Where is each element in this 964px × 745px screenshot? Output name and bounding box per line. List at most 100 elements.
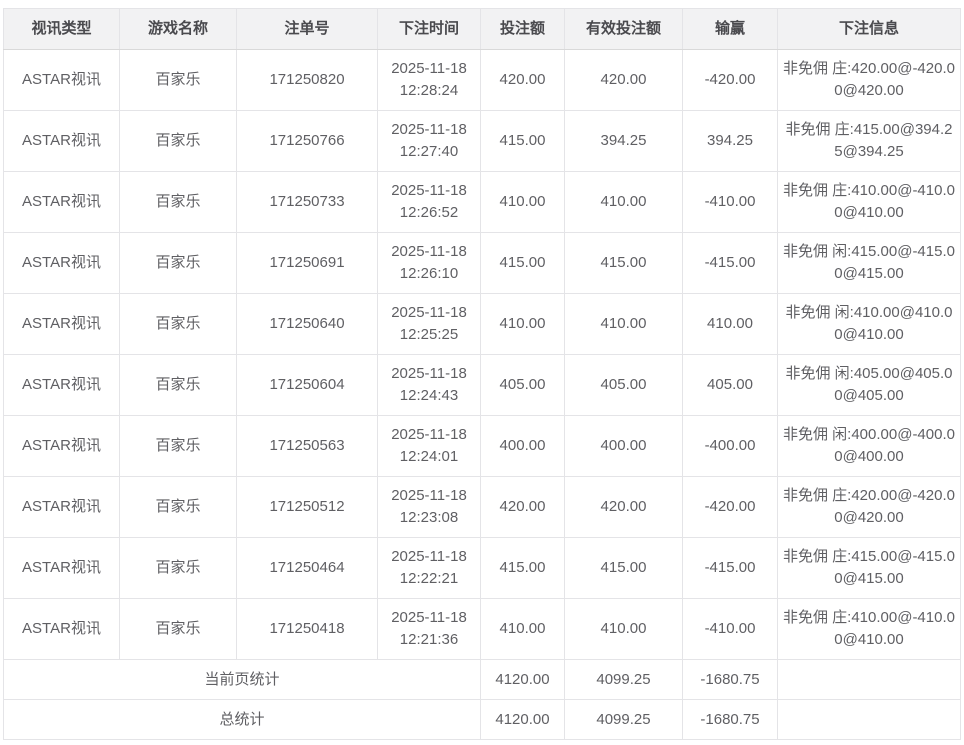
bet-records-table: 视讯类型 游戏名称 注单号 下注时间 投注额 有效投注额 输赢 下注信息 ASTAR视讯 百家乐… bbox=[3, 8, 961, 740]
cell-bet_info: 非免佣 庄:420.00@-420.00@420.00 bbox=[777, 476, 961, 538]
cell-video_type: ASTAR视讯 bbox=[3, 293, 120, 355]
cell-valid_bet_amount: 405.00 bbox=[564, 354, 683, 416]
cell-bet_info: 非免佣 闲:415.00@-415.00@415.00 bbox=[777, 232, 961, 294]
cell-video_type: ASTAR视讯 bbox=[3, 354, 120, 416]
cell-valid_bet_amount: 410.00 bbox=[564, 293, 683, 355]
cell-win_loss: -410.00 bbox=[682, 171, 778, 233]
cell-bet_time: 2025-11-18 12:22:21 bbox=[377, 537, 481, 599]
cell-win_loss: 410.00 bbox=[682, 293, 778, 355]
cell-bet_id: 171250733 bbox=[236, 171, 378, 233]
cell-game_name: 百家乐 bbox=[119, 476, 237, 538]
cell-valid_bet_amount: 415.00 bbox=[564, 232, 683, 294]
summary-bet_info bbox=[777, 659, 961, 700]
cell-valid_bet_amount: 420.00 bbox=[564, 49, 683, 111]
cell-bet_time: 2025-11-18 12:25:25 bbox=[377, 293, 481, 355]
cell-bet_amount: 420.00 bbox=[480, 49, 565, 111]
table-body: ASTAR视讯 百家乐 171250820 2025-11-18 12:28:24 42… bbox=[3, 49, 961, 740]
cell-valid_bet_amount: 394.25 bbox=[564, 110, 683, 172]
cell-win_loss: -410.00 bbox=[682, 598, 778, 660]
summary-valid_bet_amount: 4099.25 bbox=[564, 699, 683, 740]
cell-bet_amount: 410.00 bbox=[480, 171, 565, 233]
column-header-win_loss: 输赢 bbox=[682, 8, 778, 50]
cell-win_loss: -415.00 bbox=[682, 232, 778, 294]
summary-win_loss: -1680.75 bbox=[682, 699, 778, 740]
column-header-game_name: 游戏名称 bbox=[119, 8, 237, 50]
cell-bet_time: 2025-11-18 12:26:10 bbox=[377, 232, 481, 294]
table-row: ASTAR视讯 百家乐 171250563 2025-11-18 12:24:01 40… bbox=[3, 415, 961, 477]
table-head: 视讯类型 游戏名称 注单号 下注时间 投注额 有效投注额 输赢 下注信息 bbox=[3, 8, 961, 50]
column-header-valid_bet_amount: 有效投注额 bbox=[564, 8, 683, 50]
cell-bet_amount: 405.00 bbox=[480, 354, 565, 416]
cell-bet_info: 非免佣 庄:410.00@-410.00@410.00 bbox=[777, 598, 961, 660]
cell-video_type: ASTAR视讯 bbox=[3, 110, 120, 172]
cell-bet_id: 171250766 bbox=[236, 110, 378, 172]
table-row: ASTAR视讯 百家乐 171250733 2025-11-18 12:26:52 41… bbox=[3, 171, 961, 233]
summary-bet_amount: 4120.00 bbox=[480, 659, 565, 700]
bet-records-panel: 视讯类型 游戏名称 注单号 下注时间 投注额 有效投注额 输赢 下注信息 ASTAR视讯 百家乐… bbox=[3, 8, 961, 740]
cell-video_type: ASTAR视讯 bbox=[3, 171, 120, 233]
cell-bet_amount: 420.00 bbox=[480, 476, 565, 538]
cell-game_name: 百家乐 bbox=[119, 110, 237, 172]
cell-bet_info: 非免佣 庄:420.00@-420.00@420.00 bbox=[777, 49, 961, 111]
table-row: ASTAR视讯 百家乐 171250640 2025-11-18 12:25:25 41… bbox=[3, 293, 961, 355]
table-row: ASTAR视讯 百家乐 171250512 2025-11-18 12:23:08 42… bbox=[3, 476, 961, 538]
cell-bet_info: 非免佣 庄:415.00@394.25@394.25 bbox=[777, 110, 961, 172]
cell-bet_time: 2025-11-18 12:21:36 bbox=[377, 598, 481, 660]
table-row: ASTAR视讯 百家乐 171250820 2025-11-18 12:28:24 42… bbox=[3, 49, 961, 111]
cell-bet_time: 2025-11-18 12:28:24 bbox=[377, 49, 481, 111]
table-row: ASTAR视讯 百家乐 171250604 2025-11-18 12:24:43 40… bbox=[3, 354, 961, 416]
table-row: ASTAR视讯 百家乐 171250418 2025-11-18 12:21:36 41… bbox=[3, 598, 961, 660]
cell-valid_bet_amount: 400.00 bbox=[564, 415, 683, 477]
table-row: ASTAR视讯 百家乐 171250464 2025-11-18 12:22:21 41… bbox=[3, 537, 961, 599]
column-header-bet_time: 下注时间 bbox=[377, 8, 481, 50]
cell-bet_id: 171250820 bbox=[236, 49, 378, 111]
cell-video_type: ASTAR视讯 bbox=[3, 49, 120, 111]
cell-valid_bet_amount: 420.00 bbox=[564, 476, 683, 538]
cell-game_name: 百家乐 bbox=[119, 49, 237, 111]
cell-win_loss: -420.00 bbox=[682, 476, 778, 538]
table-row: ASTAR视讯 百家乐 171250766 2025-11-18 12:27:40 41… bbox=[3, 110, 961, 172]
cell-bet_amount: 415.00 bbox=[480, 232, 565, 294]
cell-game_name: 百家乐 bbox=[119, 293, 237, 355]
cell-win_loss: -400.00 bbox=[682, 415, 778, 477]
summary-row-current-page: 当前页统计 4120.00 4099.25 -1680.75 bbox=[3, 659, 961, 700]
cell-video_type: ASTAR视讯 bbox=[3, 476, 120, 538]
column-header-bet_id: 注单号 bbox=[236, 8, 378, 50]
cell-bet_amount: 410.00 bbox=[480, 598, 565, 660]
summary-row-total: 总统计 4120.00 4099.25 -1680.75 bbox=[3, 699, 961, 740]
summary-label: 总统计 bbox=[3, 699, 481, 740]
cell-bet_id: 171250691 bbox=[236, 232, 378, 294]
column-header-bet_amount: 投注额 bbox=[480, 8, 565, 50]
cell-bet_info: 非免佣 闲:405.00@405.00@405.00 bbox=[777, 354, 961, 416]
cell-game_name: 百家乐 bbox=[119, 598, 237, 660]
cell-video_type: ASTAR视讯 bbox=[3, 232, 120, 294]
cell-bet_time: 2025-11-18 12:27:40 bbox=[377, 110, 481, 172]
cell-game_name: 百家乐 bbox=[119, 415, 237, 477]
cell-bet_id: 171250512 bbox=[236, 476, 378, 538]
cell-bet_time: 2025-11-18 12:26:52 bbox=[377, 171, 481, 233]
cell-bet_id: 171250418 bbox=[236, 598, 378, 660]
cell-game_name: 百家乐 bbox=[119, 232, 237, 294]
table-header-row: 视讯类型 游戏名称 注单号 下注时间 投注额 有效投注额 输赢 下注信息 bbox=[3, 8, 961, 50]
summary-bet_amount: 4120.00 bbox=[480, 699, 565, 740]
cell-bet_amount: 415.00 bbox=[480, 110, 565, 172]
cell-game_name: 百家乐 bbox=[119, 537, 237, 599]
cell-bet_id: 171250640 bbox=[236, 293, 378, 355]
cell-bet_info: 非免佣 庄:410.00@-410.00@410.00 bbox=[777, 171, 961, 233]
cell-video_type: ASTAR视讯 bbox=[3, 537, 120, 599]
cell-bet_time: 2025-11-18 12:24:01 bbox=[377, 415, 481, 477]
cell-valid_bet_amount: 410.00 bbox=[564, 171, 683, 233]
cell-win_loss: -415.00 bbox=[682, 537, 778, 599]
summary-win_loss: -1680.75 bbox=[682, 659, 778, 700]
cell-bet_amount: 415.00 bbox=[480, 537, 565, 599]
column-header-bet_info: 下注信息 bbox=[777, 8, 961, 50]
cell-video_type: ASTAR视讯 bbox=[3, 415, 120, 477]
cell-bet_info: 非免佣 庄:415.00@-415.00@415.00 bbox=[777, 537, 961, 599]
cell-bet_id: 171250604 bbox=[236, 354, 378, 416]
cell-valid_bet_amount: 410.00 bbox=[564, 598, 683, 660]
cell-win_loss: -420.00 bbox=[682, 49, 778, 111]
cell-bet_info: 非免佣 闲:400.00@-400.00@400.00 bbox=[777, 415, 961, 477]
cell-bet_id: 171250464 bbox=[236, 537, 378, 599]
cell-bet_amount: 400.00 bbox=[480, 415, 565, 477]
cell-game_name: 百家乐 bbox=[119, 171, 237, 233]
